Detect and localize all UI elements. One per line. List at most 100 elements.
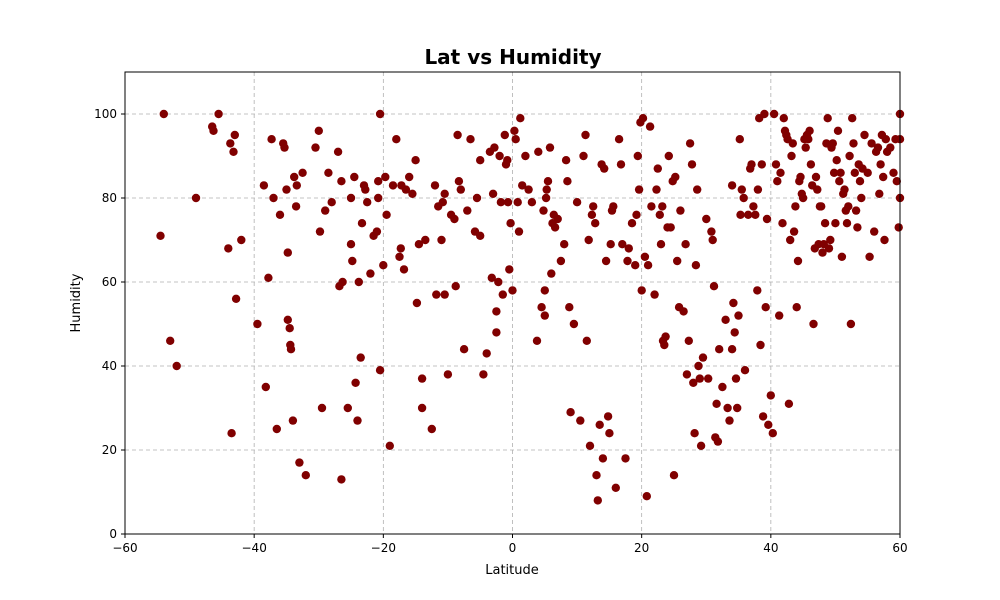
scatter-point: [585, 441, 595, 450]
scatter-point: [487, 273, 496, 282]
scatter-point: [779, 114, 788, 123]
scatter-point: [773, 177, 782, 186]
scatter-point: [472, 193, 482, 203]
scatter-point: [679, 307, 688, 316]
scatter-point: [537, 303, 546, 312]
scatter-point: [761, 303, 770, 312]
scatter-point: [789, 227, 799, 236]
scatter-point: [696, 441, 706, 450]
scatter-point: [637, 286, 646, 295]
scatter-point: [796, 172, 805, 182]
scatter-point: [285, 324, 294, 333]
x-tick-label: 40: [763, 541, 778, 555]
scatter-point: [272, 424, 281, 434]
scatter-point: [687, 160, 697, 169]
scatter-point: [614, 135, 624, 144]
scatter-point: [374, 193, 383, 203]
scatter-point: [490, 143, 499, 152]
scatter-point: [631, 261, 640, 270]
scatter-point: [333, 147, 343, 156]
scatter-point: [855, 177, 865, 186]
scatter-point: [324, 168, 333, 177]
scatter-point: [788, 139, 797, 148]
scatter-point: [756, 340, 765, 350]
chart-title: Lat vs Humidity: [424, 45, 601, 69]
scatter-point: [346, 240, 356, 249]
scatter-point: [361, 185, 370, 194]
scatter-point: [421, 235, 430, 245]
scatter-point: [792, 303, 801, 312]
scatter-point: [488, 189, 498, 198]
scatter-point: [730, 328, 739, 337]
scatter-point: [805, 126, 814, 135]
scatter-point: [713, 437, 723, 446]
x-tick-label: 20: [634, 541, 649, 555]
scatter-point: [401, 185, 411, 194]
scatter-point: [498, 290, 507, 299]
scatter-point: [443, 370, 453, 379]
scatter-point: [456, 185, 465, 194]
scatter-point: [809, 319, 818, 329]
scatter-point: [775, 311, 784, 320]
scatter-point: [432, 290, 441, 299]
y-axis-ticks: 0 20 40 60 80 100: [94, 107, 125, 541]
scatter-point: [283, 315, 292, 324]
scatter-point: [835, 177, 844, 186]
scatter-point: [496, 198, 506, 207]
scatter-point: [399, 265, 409, 274]
scatter-point: [836, 168, 845, 177]
data-points: [156, 109, 905, 505]
scatter-point: [684, 336, 693, 345]
scatter-point: [845, 151, 854, 161]
scatter-point: [704, 374, 713, 383]
scatter-point: [579, 151, 588, 161]
scatter-point: [527, 198, 537, 207]
x-tick-label: −40: [242, 541, 267, 555]
scatter-point: [280, 143, 289, 152]
y-tick-label: 80: [102, 191, 117, 205]
scatter-point: [791, 202, 800, 211]
scatter-point: [652, 185, 661, 194]
scatter-point: [584, 235, 593, 245]
scatter-point: [632, 210, 641, 219]
scatter-point: [492, 307, 501, 316]
scatter-point: [381, 172, 390, 182]
scatter-point: [621, 454, 630, 463]
scatter-point: [811, 172, 821, 182]
scatter-point: [453, 130, 462, 140]
scatter-point: [848, 114, 857, 123]
scatter-point: [591, 219, 600, 228]
scatter-point: [565, 303, 574, 312]
scatter-point: [778, 219, 787, 228]
scatter-point: [660, 340, 669, 350]
scatter-point: [734, 311, 743, 320]
scatter-point: [627, 219, 637, 228]
scatter-point: [427, 424, 436, 434]
scatter-point: [508, 286, 517, 295]
scatter-point: [227, 429, 236, 438]
scatter-point: [259, 181, 269, 190]
scatter-point: [539, 206, 548, 215]
scatter-point: [758, 412, 768, 421]
scatter-point: [826, 235, 835, 245]
scatter-point: [463, 206, 472, 215]
scatter-point: [351, 378, 360, 387]
scatter-point: [264, 273, 273, 282]
x-tick-label: −60: [112, 541, 137, 555]
scatter-point: [545, 143, 555, 152]
scatter-point: [379, 261, 388, 270]
scatter-point: [685, 139, 695, 148]
scatter-point: [290, 172, 299, 182]
y-tick-label: 40: [102, 359, 117, 373]
scatter-point: [437, 235, 446, 245]
x-tick-label: 60: [892, 541, 907, 555]
scatter-point: [753, 185, 763, 194]
scatter-point: [640, 252, 650, 261]
scatter-point: [593, 496, 602, 505]
scatter-point: [787, 151, 796, 161]
scatter-point: [863, 168, 872, 177]
scatter-point: [495, 151, 504, 161]
scatter-point: [655, 210, 664, 219]
scatter-point: [417, 403, 427, 413]
scatter-point: [766, 391, 775, 400]
